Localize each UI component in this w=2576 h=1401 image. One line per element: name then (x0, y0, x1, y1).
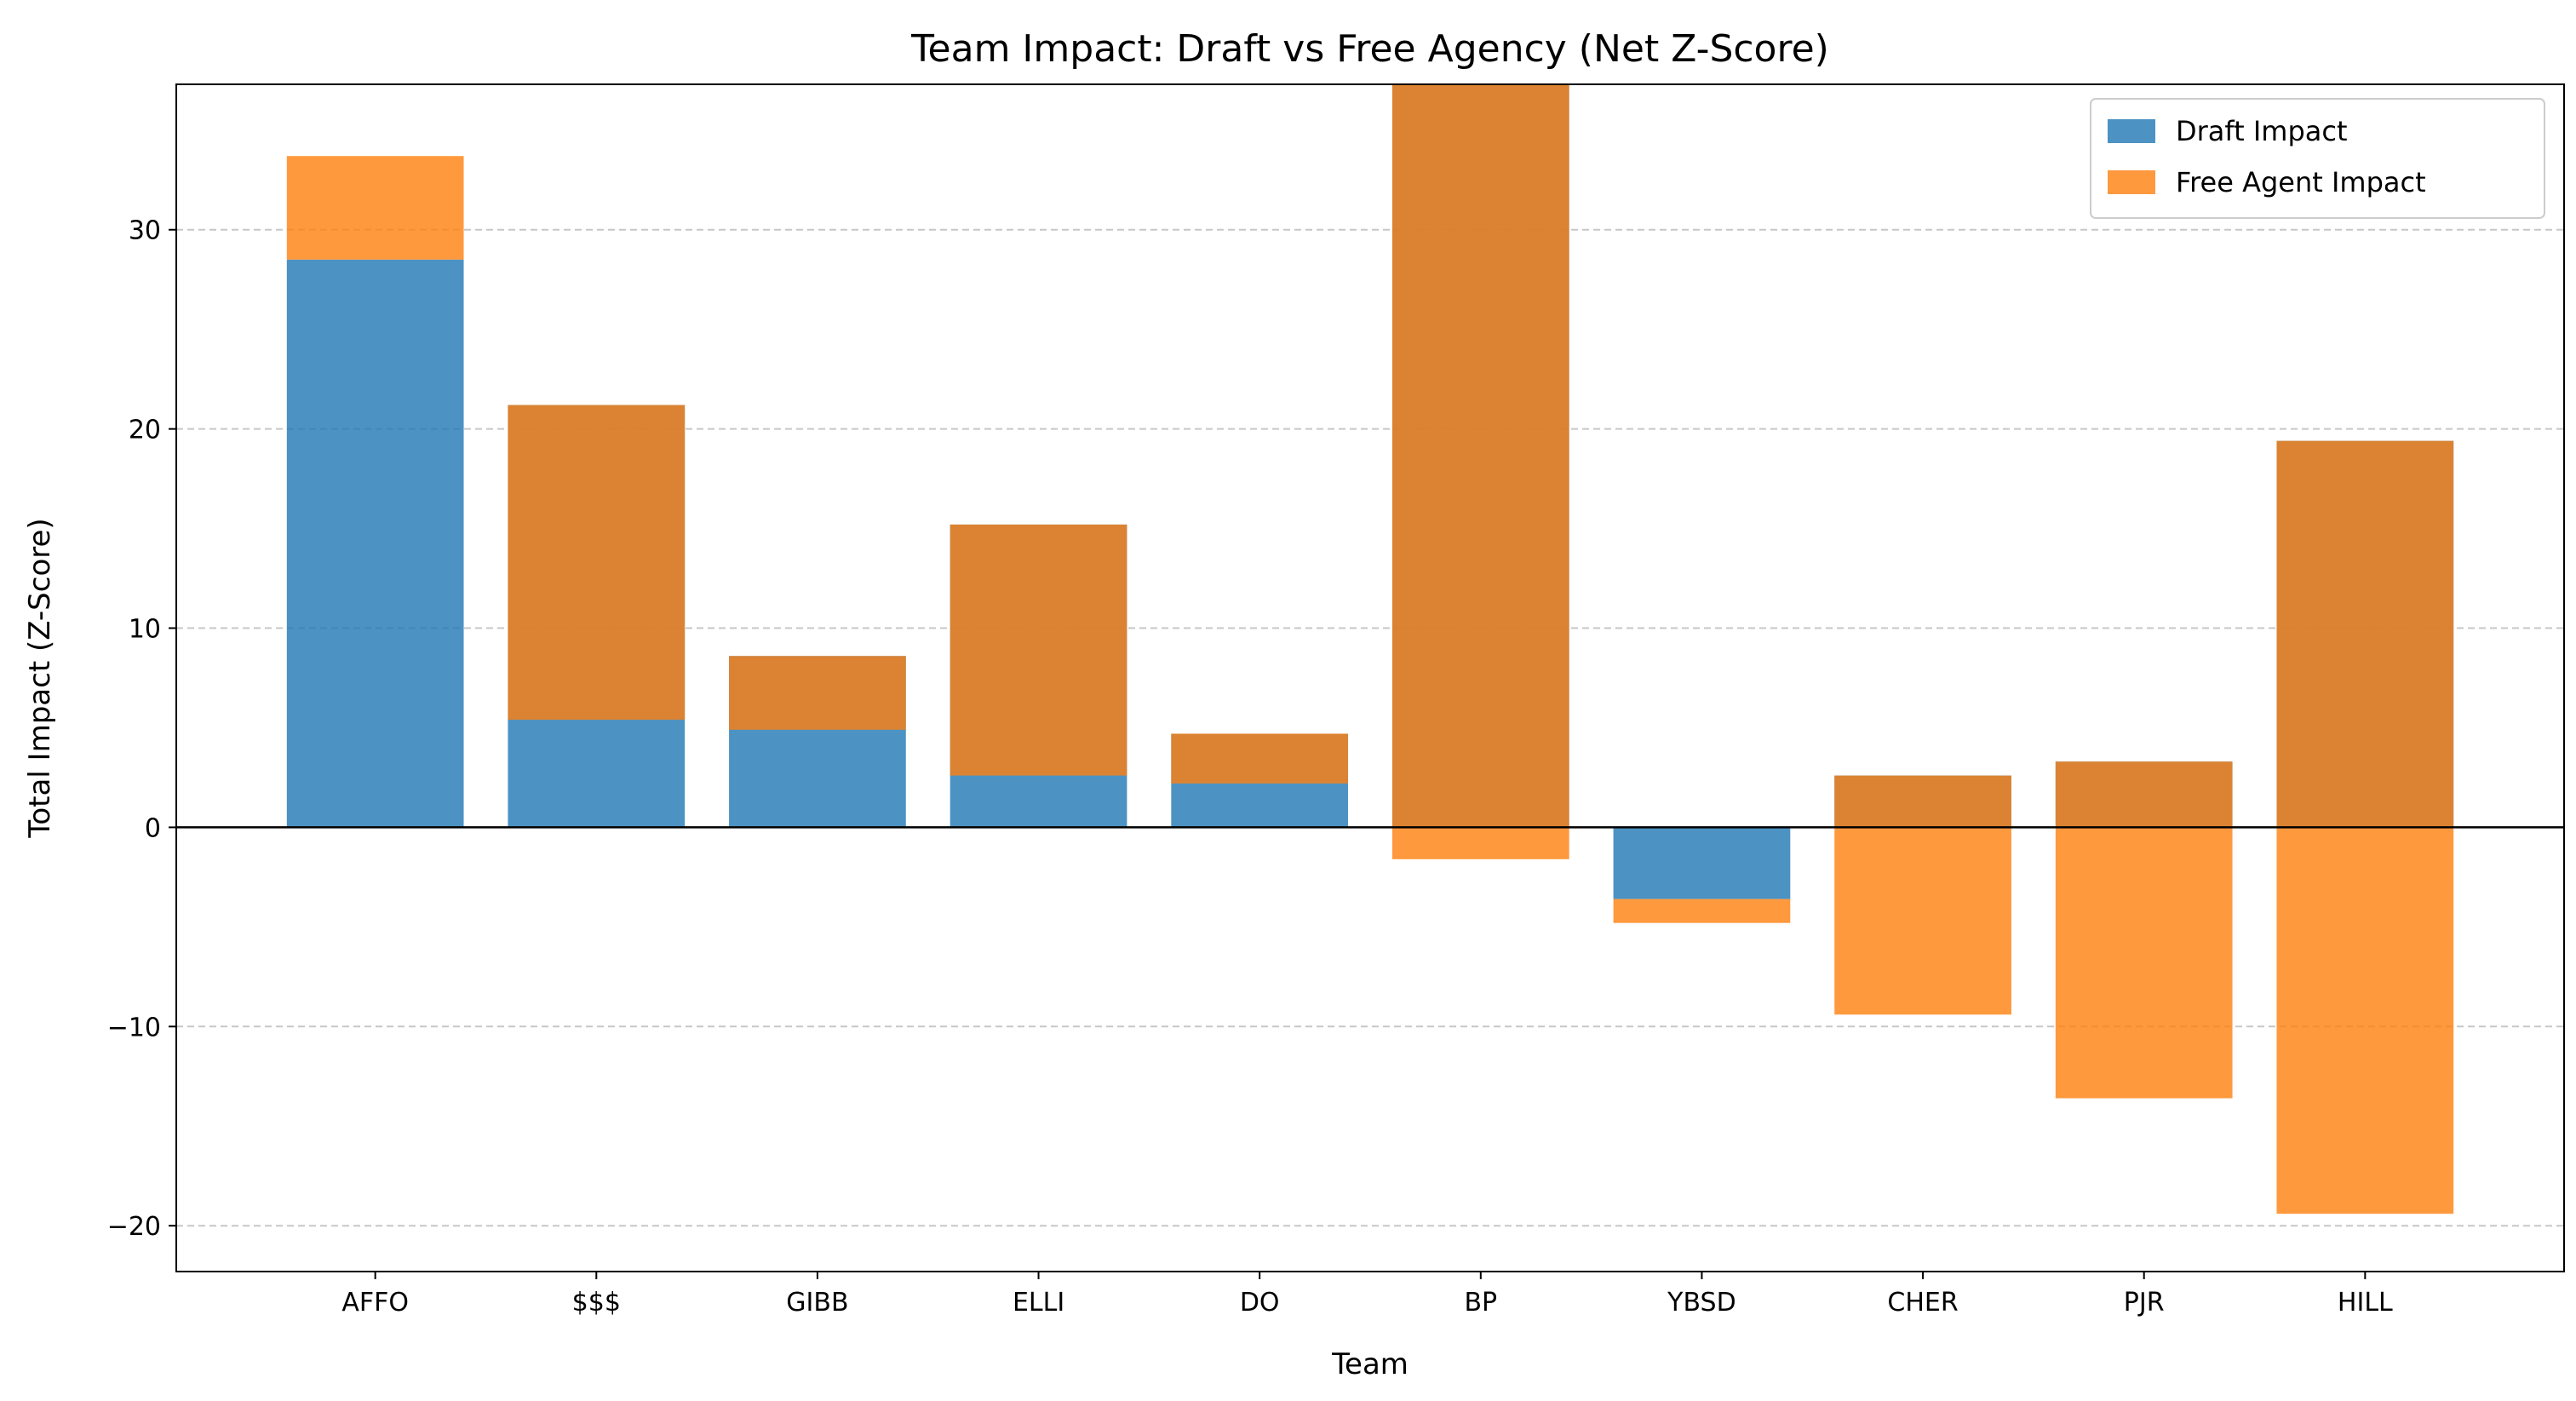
x-tick-label: DO (1240, 1288, 1280, 1318)
plot-frame (175, 83, 2565, 1272)
bar-draft-impact (1613, 827, 1791, 899)
y-tick-label: 10 (129, 615, 161, 645)
x-tick-label: PJR (2124, 1288, 2165, 1318)
legend-box (2090, 98, 2545, 219)
legend-swatch (2108, 170, 2155, 194)
x-axis-label: Team (1331, 1347, 1408, 1381)
legend-label: Free Agent Impact (2176, 166, 2426, 198)
x-tick-label: ELLI (1013, 1288, 1064, 1318)
bar-free-agent-impact (1171, 733, 1349, 784)
y-axis-label: Total Impact (Z-Score) (23, 518, 57, 838)
x-tick-label: CHER (1887, 1288, 1958, 1318)
y-tick-label: 20 (129, 416, 161, 445)
y-tick-label: 0 (145, 813, 161, 843)
x-tick-label: $$$ (572, 1288, 621, 1318)
bar-free-agent-impact (286, 156, 464, 260)
bar-free-agent-impact (1834, 775, 2011, 1015)
y-tick-label: 30 (129, 216, 161, 246)
x-tick-label: HILL (2338, 1288, 2393, 1318)
bar-draft-impact (286, 259, 464, 828)
legend-label: Draft Impact (2176, 115, 2348, 147)
bar-free-agent-impact (1391, 84, 1569, 859)
legend-swatch (2108, 119, 2155, 143)
y-tick-label: −20 (107, 1212, 161, 1242)
x-tick-label: BP (1464, 1288, 1497, 1318)
y-tick-label: −10 (107, 1013, 161, 1042)
bar-free-agent-impact (1613, 899, 1791, 923)
legend: Draft Impact Free Agent Impact (2090, 98, 2545, 219)
x-tick-label: AFFO (341, 1288, 409, 1318)
x-tick-label: GIBB (786, 1288, 848, 1318)
x-tick-label: YBSD (1667, 1288, 1736, 1318)
bar-free-agent-impact (2055, 761, 2233, 1099)
bar-free-agent-impact (508, 405, 686, 721)
bar-free-agent-impact (950, 524, 1127, 776)
chart-title: Team Impact: Draft vs Free Agency (Net Z… (910, 27, 1829, 71)
bar-free-agent-impact (729, 656, 906, 730)
